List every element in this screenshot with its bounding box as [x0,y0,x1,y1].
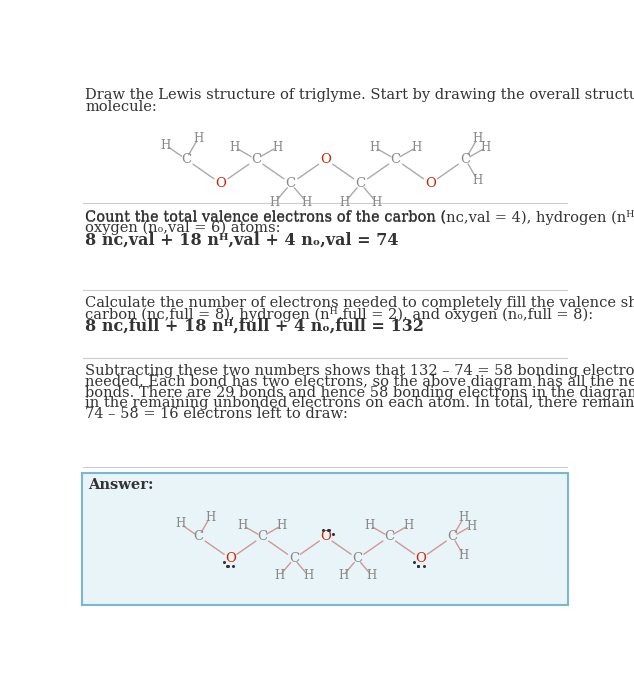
Text: 8 nᴄ,full + 18 nᴴ,full + 4 nₒ,full = 132: 8 nᴄ,full + 18 nᴴ,full + 4 nₒ,full = 132 [86,318,424,335]
Text: Count the total valence electrons of the carbon (nᴄ,val = 4), hydrogen (nᴴ,val =: Count the total valence electrons of the… [86,210,634,225]
Text: H: H [340,196,350,209]
Text: C: C [384,530,394,543]
Text: H: H [459,549,469,563]
Text: H: H [466,519,476,532]
Text: O: O [415,552,426,565]
Text: H: H [302,196,312,209]
Text: oxygen (nₒ,val = 6) atoms:: oxygen (nₒ,val = 6) atoms: [86,221,281,235]
Text: C: C [257,530,268,543]
Text: Calculate the number of electrons needed to completely fill the valence shells f: Calculate the number of electrons needed… [86,296,634,310]
Text: H: H [472,174,483,187]
Text: 74 – 58 = 16 electrons left to draw:: 74 – 58 = 16 electrons left to draw: [86,407,348,421]
Text: molecule:: molecule: [86,100,157,114]
Text: C: C [353,552,363,565]
Text: H: H [481,141,491,154]
Text: H: H [238,519,248,532]
Text: in the remaining unbonded electrons on each atom. In total, there remain: in the remaining unbonded electrons on e… [86,397,634,410]
Text: O: O [425,177,436,190]
Text: C: C [181,153,191,166]
Text: C: C [289,552,299,565]
Text: C: C [356,177,366,190]
Text: H: H [303,569,314,582]
Text: C: C [193,530,204,543]
Text: H: H [160,139,171,152]
Text: carbon (nᴄ,full = 8), hydrogen (nᴴ,full = 2), and oxygen (nₒ,full = 8):: carbon (nᴄ,full = 8), hydrogen (nᴴ,full … [86,307,593,322]
Text: H: H [193,132,204,145]
Text: H: H [412,141,422,154]
Text: Draw the Lewis structure of triglyme. Start by drawing the overall structure of : Draw the Lewis structure of triglyme. St… [86,88,634,102]
FancyBboxPatch shape [82,473,567,605]
Text: H: H [205,511,215,524]
Text: Answer:: Answer: [89,478,154,492]
Text: H: H [175,517,186,530]
Text: H: H [365,519,375,532]
Text: H: H [372,196,382,209]
Text: H: H [275,569,285,582]
Text: O: O [320,153,331,166]
Text: Count the total valence electrons of the carbon (: Count the total valence electrons of the… [86,210,446,224]
Text: C: C [286,177,296,190]
Text: O: O [216,177,226,190]
Text: Subtracting these two numbers shows that 132 – 74 = 58 bonding electrons are: Subtracting these two numbers shows that… [86,364,634,378]
Text: H: H [403,519,414,532]
Text: bonds. There are 29 bonds and hence 58 bonding electrons in the diagram. Lastly,: bonds. There are 29 bonds and hence 58 b… [86,386,634,400]
Text: H: H [230,141,240,154]
Text: C: C [460,153,470,166]
Text: O: O [225,552,236,565]
Text: H: H [366,569,377,582]
Text: C: C [448,530,458,543]
Text: C: C [391,153,401,166]
Text: H: H [276,519,287,532]
Text: H: H [338,569,348,582]
Text: 8 nᴄ,val + 18 nᴴ,val + 4 nₒ,val = 74: 8 nᴄ,val + 18 nᴴ,val + 4 nₒ,val = 74 [86,232,399,249]
Text: H: H [369,141,379,154]
Text: H: H [459,511,469,524]
Text: H: H [270,196,280,209]
Text: O: O [320,530,331,543]
Text: H: H [472,132,483,145]
Text: C: C [251,153,261,166]
Text: needed. Each bond has two electrons, so the above diagram has all the necessary: needed. Each bond has two electrons, so … [86,375,634,389]
Text: H: H [272,141,282,154]
